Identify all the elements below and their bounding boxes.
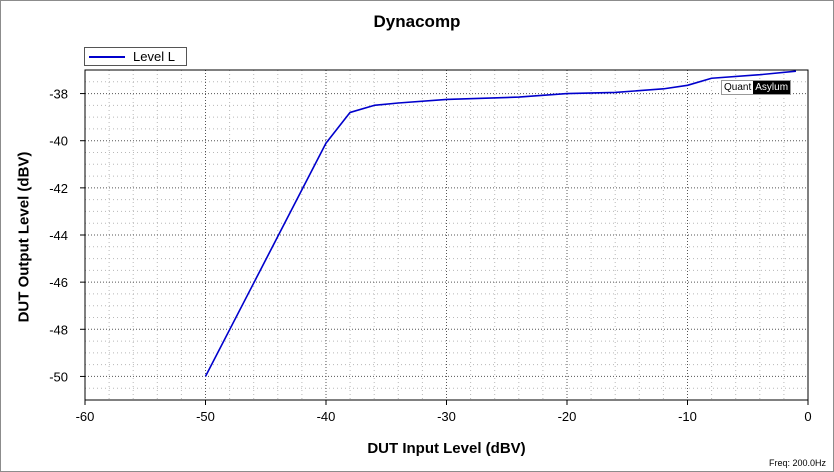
y-tick-label: -40 — [49, 134, 68, 149]
brand-logo-part2: Asylum — [753, 81, 791, 94]
x-tick-label: -50 — [196, 409, 215, 424]
legend: Level L — [84, 47, 187, 66]
y-tick-label: -42 — [49, 181, 68, 196]
y-tick-label: -44 — [49, 228, 68, 243]
x-tick-label: -30 — [437, 409, 456, 424]
frequency-readout: Freq: 200.0Hz — [768, 458, 826, 468]
x-tick-label: 0 — [804, 409, 811, 424]
y-tick-label: -48 — [49, 322, 68, 337]
y-axis-label: DUT Output Level (dBV) — [15, 151, 33, 323]
x-tick-label: -20 — [558, 409, 577, 424]
y-tick-label: -46 — [49, 275, 68, 290]
series-line-level-l — [204, 70, 797, 377]
legend-swatch — [89, 56, 125, 58]
y-tick-label: -50 — [49, 369, 68, 384]
brand-logo: Quant Asylum — [721, 80, 792, 95]
brand-logo-part1: Quant — [722, 81, 754, 94]
x-tick-label: -10 — [678, 409, 697, 424]
x-axis-label: DUT Input Level (dBV) — [367, 440, 526, 457]
x-tick-label: -40 — [317, 409, 336, 424]
x-tick-label: -60 — [76, 409, 95, 424]
chart-title: Dynacomp — [373, 12, 461, 31]
y-tick-label: -38 — [49, 87, 68, 102]
legend-entry: Level L — [133, 49, 175, 64]
